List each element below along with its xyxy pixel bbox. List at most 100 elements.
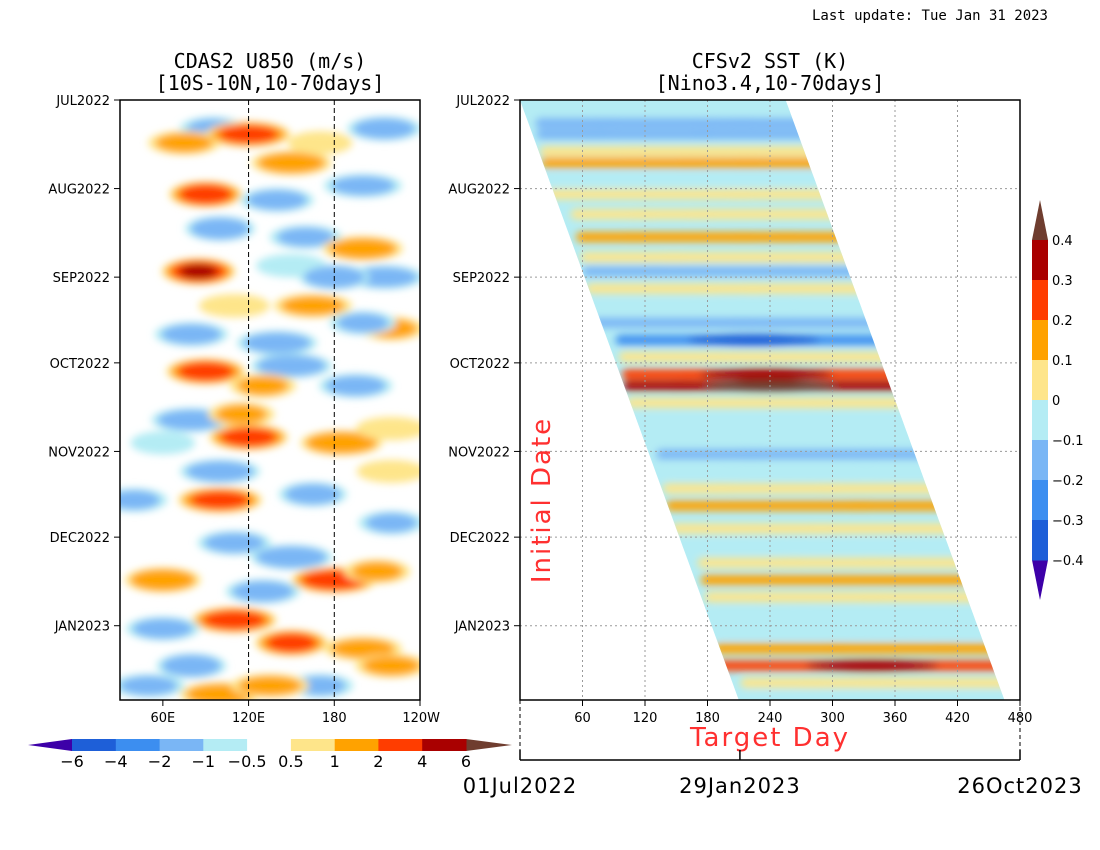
sst-colorbar-segment bbox=[1032, 280, 1048, 321]
sst-x-tick-label: 300 bbox=[820, 711, 845, 726]
u850-x-tick-label: 60E bbox=[150, 711, 175, 726]
u850-anomaly-contour bbox=[325, 375, 386, 396]
u850-anomaly-contour bbox=[255, 546, 327, 568]
u850-colorbar-arrow-high bbox=[466, 739, 512, 751]
u850-plot-frame bbox=[119, 99, 421, 701]
sst-anomaly-band bbox=[659, 252, 769, 263]
u850-anomaly-contour bbox=[256, 355, 326, 377]
u850-colorbar: −6 −4 −2 −1 −0.5 0.5 1 2 4 6 bbox=[28, 739, 512, 771]
sst-anomaly-band bbox=[856, 557, 966, 568]
u850-colorbar-label: 1 bbox=[330, 752, 340, 771]
u850-dashed-meridians bbox=[248, 100, 335, 700]
sst-y-tick-label: NOV2022 bbox=[448, 445, 510, 460]
sst-anomaly-band bbox=[903, 626, 990, 637]
sst-date-tick-label: 26Oct2023 bbox=[957, 774, 1082, 798]
sst-anomaly-band bbox=[758, 575, 845, 585]
sst-colorbar-segment bbox=[1032, 400, 1048, 441]
sst-anomaly-band bbox=[717, 660, 826, 671]
u850-panel: CDAS2 U850 (m/s) [10S-10N,10-70days] JUL… bbox=[48, 49, 440, 726]
sst-anomaly-band bbox=[759, 252, 868, 263]
sst-anomaly-core bbox=[687, 334, 820, 346]
sst-x-tick-label: 360 bbox=[883, 711, 908, 726]
sst-y-tick-label: DEC2022 bbox=[450, 531, 510, 546]
u850-colorbar-segment bbox=[334, 739, 379, 751]
u850-field bbox=[120, 116, 420, 700]
u850-colorbar-label: −1 bbox=[192, 752, 216, 771]
sst-colorbar-label: 0.1 bbox=[1052, 354, 1073, 369]
u850-anomaly-contour bbox=[179, 263, 218, 279]
sst-colorbar-label: 0.2 bbox=[1052, 314, 1073, 329]
sst-anomaly-band bbox=[733, 157, 820, 168]
u850-anomaly-contour bbox=[337, 313, 389, 333]
u850-anomaly-contour bbox=[120, 490, 160, 510]
sst-anomaly-band bbox=[845, 500, 954, 511]
sst-colorbar-segment bbox=[1032, 520, 1048, 561]
u850-colorbar-label: −0.5 bbox=[228, 752, 267, 771]
sst-y-tick-label: JAN2023 bbox=[454, 620, 510, 635]
sst-anomaly-band bbox=[580, 129, 654, 140]
u850-colorbar-segment bbox=[378, 739, 423, 751]
sst-colorbar-label: 0 bbox=[1052, 394, 1060, 409]
sst-anomaly-band bbox=[706, 483, 780, 494]
u850-anomaly-contour bbox=[356, 459, 420, 483]
sst-y-axis: JUL2022 AUG2022 SEP2022 OCT2022 NOV2022 DEC20… bbox=[448, 94, 520, 635]
sst-x-axis: 60 120 180 240 300 360 420 480 bbox=[574, 700, 1032, 726]
u850-anomaly-contour bbox=[287, 131, 353, 155]
sst-colorbar-label: −0.3 bbox=[1052, 514, 1084, 529]
sst-colorbar-segment bbox=[1032, 480, 1048, 521]
u850-anomaly-contour bbox=[356, 416, 420, 441]
sst-colorbar-label: −0.1 bbox=[1052, 434, 1084, 449]
u850-anomaly-contour bbox=[130, 569, 196, 591]
u850-anomaly-contour bbox=[351, 561, 403, 582]
sst-anomaly-band bbox=[787, 609, 896, 620]
u850-y-axis: JUL2022 AUG2022 SEP2022 OCT2022 NOV2022 DEC20… bbox=[48, 94, 120, 635]
sst-date-tick-label: 29Jan2023 bbox=[679, 774, 801, 798]
u850-anomaly-contour bbox=[365, 513, 418, 533]
u850-colorbar-label: −6 bbox=[60, 752, 84, 771]
sst-anomaly-band bbox=[814, 369, 901, 380]
sst-anomaly-band bbox=[812, 335, 886, 345]
sst-anomaly-band bbox=[639, 266, 727, 277]
u850-colorbar-label: −2 bbox=[148, 752, 172, 771]
u850-x-axis: 60E 120E 180 120W bbox=[150, 700, 440, 726]
u850-anomaly-contour bbox=[204, 532, 265, 553]
u850-anomaly-contour bbox=[329, 238, 397, 259]
sst-grid bbox=[520, 99, 1020, 700]
u850-anomaly-contour bbox=[198, 294, 270, 318]
u850-anomaly-contour bbox=[190, 217, 250, 240]
sst-ylabel: Initial Date bbox=[527, 417, 557, 583]
sst-x-tick-label: 180 bbox=[695, 711, 720, 726]
sst-anomaly-band bbox=[855, 677, 942, 688]
sst-colorbar-label: −0.4 bbox=[1052, 554, 1084, 569]
u850-anomaly-contour bbox=[266, 633, 317, 653]
sst-anomaly-band bbox=[738, 283, 812, 294]
u850-colorbar-label: 4 bbox=[417, 752, 427, 771]
u850-anomaly-contour bbox=[305, 432, 377, 454]
sst-anomaly-band bbox=[891, 540, 965, 551]
u850-anomaly-contour bbox=[130, 431, 196, 455]
sst-subtitle: [Nino3.4,10-70days] bbox=[656, 71, 885, 95]
u850-colorbar-segment bbox=[72, 739, 117, 751]
sst-anomaly-band bbox=[544, 175, 618, 185]
u850-anomaly-contour bbox=[277, 227, 335, 247]
u850-colorbar-segment bbox=[422, 739, 467, 751]
sst-anomaly-band bbox=[589, 300, 698, 311]
u850-y-tick-label: JUL2022 bbox=[55, 94, 110, 109]
u850-anomaly-contour bbox=[353, 118, 416, 139]
sst-anomaly-band bbox=[632, 432, 706, 443]
u850-y-tick-label: DEC2022 bbox=[50, 531, 110, 546]
sst-anomaly-band bbox=[652, 175, 726, 185]
sst-anomaly-band bbox=[772, 232, 846, 243]
sst-anomaly-band bbox=[849, 432, 923, 443]
u850-anomaly-contour bbox=[294, 676, 346, 696]
sst-anomaly-band bbox=[710, 626, 798, 637]
sst-colorbar-label: −0.2 bbox=[1052, 474, 1084, 489]
u850-colorbar-arrow-low bbox=[28, 739, 72, 751]
u850-anomaly-contour bbox=[132, 618, 193, 639]
sst-anomaly-band bbox=[546, 189, 655, 200]
sst-anomaly-band bbox=[674, 540, 748, 551]
sst-colorbar-arrow-high bbox=[1032, 200, 1048, 240]
u850-colorbar-label: −4 bbox=[104, 752, 128, 771]
sst-anomaly-band bbox=[629, 415, 717, 425]
